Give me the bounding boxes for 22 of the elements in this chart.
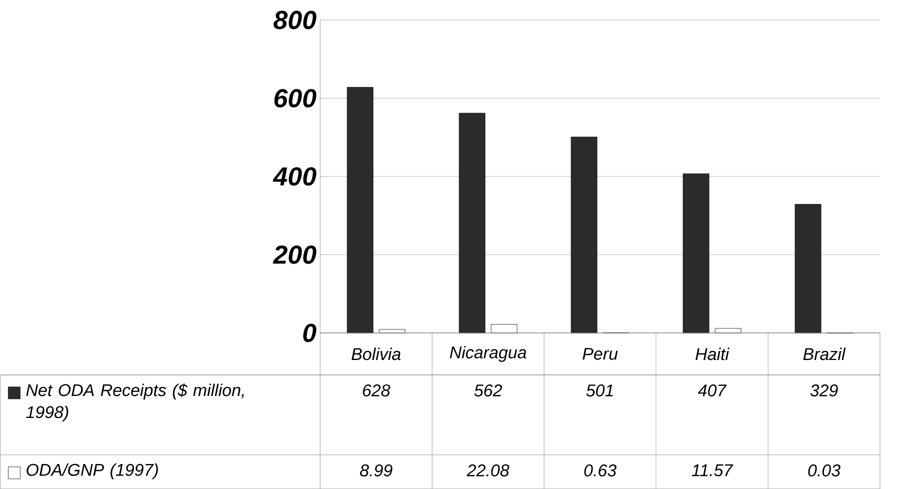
data-label: 0.63	[584, 464, 616, 476]
y-tick-label: 0	[303, 324, 316, 342]
data-label: 628	[362, 384, 390, 396]
data-label: 407	[698, 384, 727, 396]
x-tick-label: Bolivia	[352, 348, 401, 360]
legend-label: Net ODA Receipts ($ million, 1998)	[26, 383, 244, 422]
x-tick-label: Peru	[582, 348, 618, 360]
data-label: 8.99	[360, 464, 392, 476]
x-tick-label: Nicaragua	[450, 346, 526, 362]
y-tick-label: 400	[272, 167, 316, 186]
data-label: 501	[586, 384, 613, 396]
y-tick-label: 800	[274, 10, 316, 30]
y-tick-label: 600	[274, 88, 316, 108]
x-tick-label: Brazil	[803, 348, 846, 360]
y-tick-label: 200	[272, 245, 316, 264]
data-label: 11.57	[692, 464, 734, 476]
data-label: 329	[810, 384, 838, 396]
x-tick-label: Haiti	[696, 348, 730, 360]
data-label: 562	[474, 384, 502, 396]
data-label: 0.03	[808, 464, 840, 476]
data-label: 22.08	[466, 464, 510, 476]
legend-label: ODA/GNP (1997)	[26, 463, 158, 480]
